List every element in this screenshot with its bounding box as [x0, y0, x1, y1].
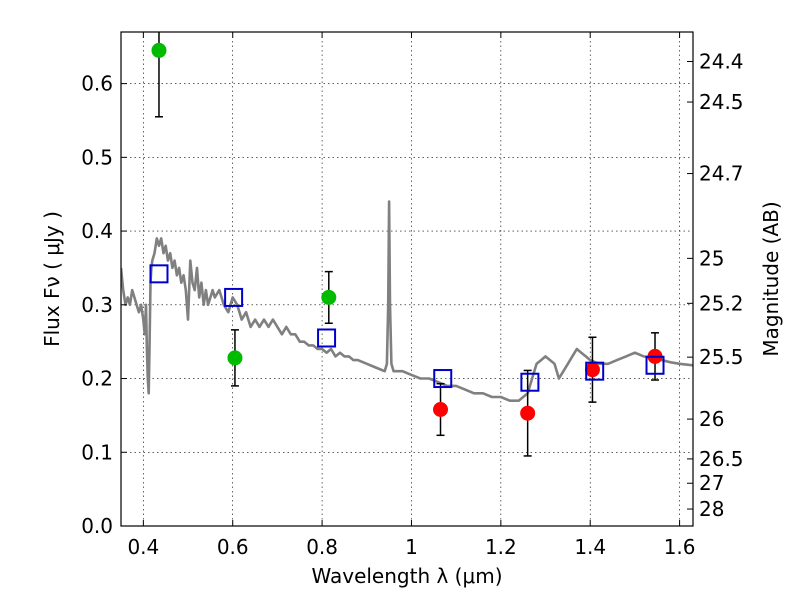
y-right-tick-label: 28 — [699, 497, 724, 521]
x-tick-label: 1.2 — [485, 535, 517, 559]
y-tick-label: 0.3 — [81, 293, 113, 317]
y-tick-label: 0.6 — [81, 72, 113, 96]
x-tick-label: 0.4 — [127, 535, 159, 559]
y-axis-title: Flux Fν ( μJy ) — [40, 211, 64, 347]
model-square-point — [645, 355, 665, 375]
model-square-point — [585, 361, 605, 381]
axis-ticks: 0.4 0.6 0.8 1 1.2 1.4 1.6 0.0 0.1 0.2 0.3 0.4 0.5 0.6… — [81, 32, 744, 559]
grid-lines — [121, 32, 693, 527]
y-tick-label: 0.5 — [81, 145, 113, 169]
data-point — [584, 362, 600, 378]
x-axis-title: Wavelength λ (μm) — [311, 564, 502, 588]
axis-labels: Wavelength λ (μm) Flux Fν ( μJy ) Magnit… — [40, 201, 783, 588]
y-tick-label: 0.0 — [81, 514, 113, 538]
x-tick-label: 1.4 — [574, 535, 606, 559]
y-right-tick-label: 27 — [699, 471, 724, 495]
y-right-tick-label: 24.5 — [699, 90, 744, 114]
y-right-tick-label: 26.5 — [699, 447, 744, 471]
y-right-tick-label: 25 — [699, 246, 724, 270]
data-point — [151, 42, 167, 58]
model-square-point — [149, 264, 169, 284]
y-tick-label: 0.2 — [81, 367, 113, 391]
data-point — [227, 350, 243, 366]
model-square-point — [317, 328, 337, 348]
y-tick-label: 0.4 — [81, 219, 113, 243]
data-point — [321, 289, 337, 305]
x-tick-label: 1.6 — [664, 535, 696, 559]
model-square-point — [520, 372, 540, 392]
y-right-tick-label: 25.2 — [699, 291, 744, 315]
data-point — [520, 405, 536, 421]
x-tick-label: 0.8 — [306, 535, 338, 559]
plot-frame — [120, 31, 694, 527]
x-tick-label: 0.6 — [217, 535, 249, 559]
y-tick-label: 0.1 — [81, 440, 113, 464]
y-right-tick-label: 26 — [699, 407, 724, 431]
data-point — [433, 402, 449, 418]
model-square-point — [224, 287, 244, 307]
model-spectrum-line — [121, 200, 693, 403]
model-square-point — [433, 369, 453, 389]
y-axis-title-right: Magnitude (AB) — [759, 201, 783, 356]
y-right-tick-label: 24.7 — [699, 162, 744, 186]
x-tick-label: 1 — [405, 535, 418, 559]
y-right-tick-label: 24.4 — [699, 49, 744, 73]
plot-area — [121, 32, 693, 457]
y-right-tick-label: 25.5 — [699, 345, 744, 369]
